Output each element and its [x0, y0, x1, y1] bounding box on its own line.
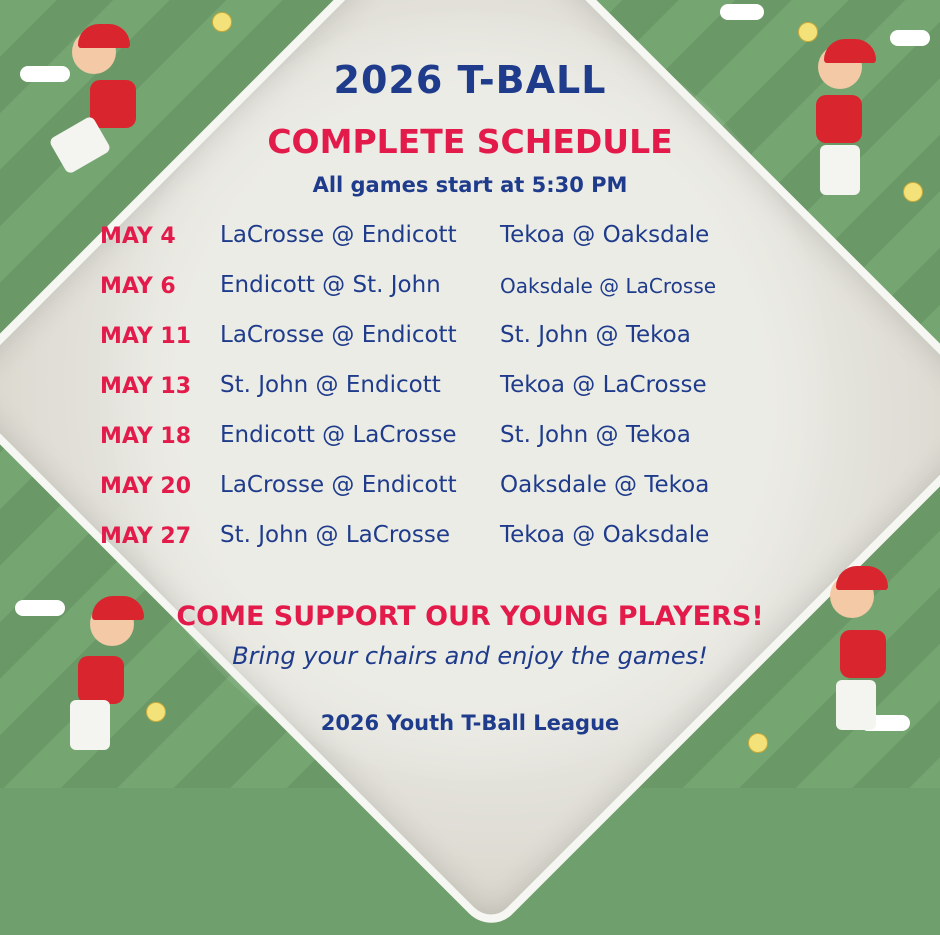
schedule-game: LaCrosse @ Endicott — [220, 322, 457, 348]
schedule-game: Tekoa @ LaCrosse — [500, 372, 707, 398]
schedule-date: MAY 4 — [100, 224, 176, 249]
cloud-icon — [890, 30, 930, 46]
schedule-game: St. John @ Tekoa — [500, 322, 691, 348]
infield-center — [110, 10, 830, 780]
baseball-icon — [146, 702, 166, 722]
schedule-game: Tekoa @ Oaksdale — [500, 222, 710, 248]
invitation-text: Bring your chairs and enjoy the games! — [232, 642, 708, 670]
schedule-game: St. John @ LaCrosse — [220, 522, 450, 548]
schedule-game: Endicott @ St. John — [220, 272, 441, 298]
schedule-date: MAY 6 — [100, 274, 176, 299]
poster-subtitle: COMPLETE SCHEDULE — [267, 122, 673, 161]
schedule-date: MAY 11 — [100, 324, 192, 349]
baseball-icon — [798, 22, 818, 42]
schedule-game: Tekoa @ Oaksdale — [500, 522, 710, 548]
baseball-icon — [903, 182, 923, 202]
call-to-action: COME SUPPORT OUR YOUNG PLAYERS! — [176, 601, 764, 632]
schedule-game: Oaksdale @ LaCrosse — [500, 274, 717, 298]
poster-title: 2026 T-BALL — [333, 58, 607, 102]
cloud-icon — [20, 66, 70, 82]
schedule-date: MAY 18 — [100, 424, 192, 449]
schedule-date: MAY 20 — [100, 474, 192, 499]
start-time-note: All games start at 5:30 PM — [312, 173, 628, 197]
cloud-icon — [720, 4, 764, 20]
baseball-icon — [748, 733, 768, 753]
schedule-game: LaCrosse @ Endicott — [220, 472, 457, 498]
schedule-game: Endicott @ LaCrosse — [220, 422, 457, 448]
schedule-game: St. John @ Endicott — [220, 372, 441, 398]
cloud-icon — [15, 600, 65, 616]
schedule-game: LaCrosse @ Endicott — [220, 222, 457, 248]
baseball-icon — [212, 12, 232, 32]
league-name: 2026 Youth T-Ball League — [320, 711, 620, 735]
schedule-date: MAY 13 — [100, 374, 192, 399]
schedule-game: St. John @ Tekoa — [500, 422, 691, 448]
schedule-date: MAY 27 — [100, 524, 192, 549]
schedule-game: Oaksdale @ Tekoa — [500, 472, 710, 498]
